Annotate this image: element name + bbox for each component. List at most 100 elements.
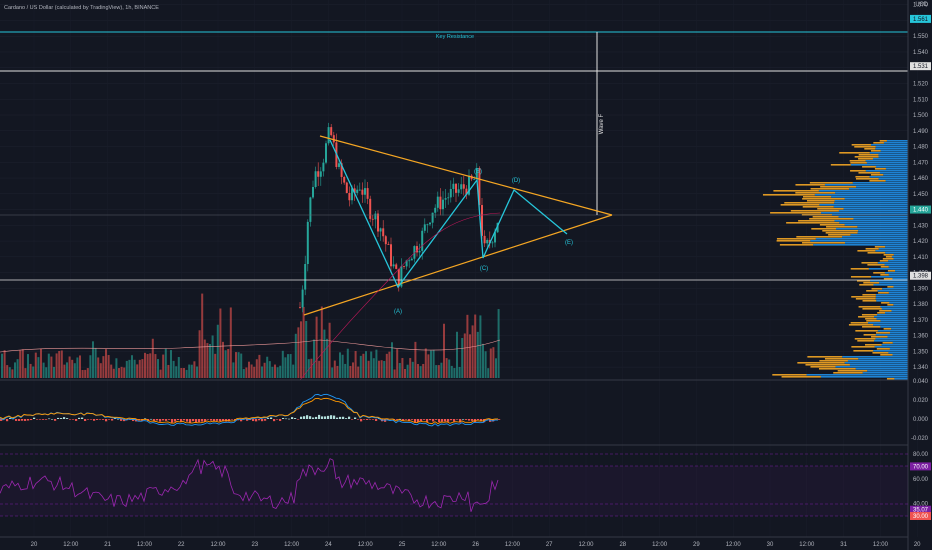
volume-bar bbox=[432, 349, 435, 378]
profile-sell-bar bbox=[848, 324, 874, 326]
price-tick: 1.380 bbox=[913, 302, 929, 308]
profile-buy-bar bbox=[885, 246, 908, 248]
triangle-lower-line[interactable] bbox=[303, 214, 613, 316]
candle-body bbox=[392, 264, 395, 267]
profile-buy-bar bbox=[894, 378, 908, 380]
macd-histogram-bar bbox=[303, 416, 306, 419]
profile-sell-bar bbox=[855, 330, 878, 332]
profile-sell-bar bbox=[865, 248, 879, 250]
volume-bar bbox=[424, 348, 427, 378]
profile-sell-bar bbox=[873, 272, 885, 274]
volume-bar bbox=[146, 353, 149, 378]
volume-bar bbox=[60, 350, 63, 378]
price-tick: 1.470 bbox=[913, 160, 929, 166]
macd-histogram-bar bbox=[195, 419, 198, 423]
volume-bar bbox=[445, 358, 448, 378]
triangle-upper-line[interactable] bbox=[319, 135, 613, 216]
profile-buy-bar bbox=[852, 182, 908, 184]
volume-bar bbox=[94, 348, 97, 378]
profile-buy-bar bbox=[824, 184, 908, 186]
price-tick: 1.360 bbox=[913, 334, 929, 340]
candle-body bbox=[379, 228, 382, 232]
volume-bar bbox=[336, 365, 339, 378]
volume-bar bbox=[123, 367, 126, 378]
macd-histogram-bar bbox=[51, 418, 54, 420]
macd-histogram-bar bbox=[66, 418, 69, 419]
profile-sell-bar bbox=[850, 268, 869, 270]
svg-text:1.398: 1.398 bbox=[913, 274, 929, 280]
profile-buy-bar bbox=[849, 364, 908, 366]
volume-bar bbox=[27, 354, 29, 378]
macd-tick: -0.020 bbox=[911, 436, 929, 442]
volume-bar bbox=[248, 361, 250, 378]
candle-body bbox=[338, 163, 340, 167]
volume-bar bbox=[37, 357, 40, 378]
volume-bar bbox=[352, 362, 354, 378]
profile-sell-bar bbox=[887, 304, 894, 306]
profile-buy-bar bbox=[867, 370, 908, 372]
profile-buy-bar bbox=[884, 312, 908, 314]
price-tick: 1.450 bbox=[913, 192, 929, 198]
profile-buy-bar bbox=[876, 318, 908, 320]
volume-bar bbox=[326, 338, 328, 378]
volume-bar bbox=[393, 369, 396, 378]
profile-buy-bar bbox=[838, 210, 908, 212]
macd-histogram-bar bbox=[228, 419, 231, 422]
profile-sell-bar bbox=[776, 238, 816, 240]
volume-bar bbox=[435, 365, 438, 378]
volume-bar bbox=[378, 360, 380, 378]
macd-histogram-bar bbox=[321, 416, 324, 419]
volume-bar bbox=[365, 351, 367, 378]
profile-sell-bar bbox=[779, 244, 814, 246]
macd-histogram-bar bbox=[6, 419, 9, 422]
profile-buy-bar bbox=[889, 332, 908, 334]
profile-buy-bar bbox=[875, 294, 908, 296]
profile-sell-bar bbox=[850, 322, 869, 324]
wave-path[interactable] bbox=[329, 139, 568, 289]
macd-histogram-bar bbox=[24, 419, 27, 421]
profile-sell-bar bbox=[858, 316, 875, 318]
macd-axis[interactable]: 0.040 0.020 0.000 -0.020 bbox=[911, 379, 929, 442]
volume-bar bbox=[24, 368, 27, 378]
profile-sell-bar bbox=[881, 302, 890, 304]
volume-bar bbox=[32, 366, 35, 378]
candle-body bbox=[478, 168, 481, 206]
volume-bar bbox=[422, 363, 425, 378]
volume-bar bbox=[339, 352, 341, 378]
volume-bar bbox=[419, 366, 422, 378]
profile-buy-bar bbox=[873, 350, 908, 352]
profile-buy-bar bbox=[892, 278, 908, 280]
profile-sell-bar bbox=[880, 266, 889, 268]
volume-bar bbox=[388, 351, 391, 378]
price-badge: 1.561 bbox=[910, 14, 931, 23]
volume-bars bbox=[0, 293, 501, 378]
macd-histogram-bar bbox=[267, 418, 270, 419]
macd-histogram-bar bbox=[192, 419, 195, 422]
volume-bar bbox=[3, 350, 6, 378]
profile-sell-bar bbox=[887, 270, 896, 272]
profile-sell-bar bbox=[862, 300, 877, 302]
volume-bar bbox=[310, 358, 313, 378]
candle-body bbox=[356, 189, 359, 193]
volume-bar bbox=[118, 368, 120, 378]
candle-body bbox=[348, 192, 351, 201]
profile-buy-bar bbox=[872, 158, 908, 160]
profile-buy-bar bbox=[869, 152, 908, 154]
profile-buy-bar bbox=[887, 336, 908, 338]
profile-buy-bar bbox=[865, 170, 908, 172]
volume-bar bbox=[318, 360, 321, 378]
time-axis[interactable]: 20 12:00 21 12:00 22 12:00 23 12:00 24 12:00 25 12:… bbox=[31, 542, 922, 548]
profile-sell-bar bbox=[865, 318, 877, 320]
candle-body bbox=[486, 239, 489, 244]
volume-bar bbox=[406, 364, 409, 378]
profile-sell-bar bbox=[797, 362, 845, 364]
profile-sell-bar bbox=[877, 312, 885, 314]
price-tick: 1.500 bbox=[913, 113, 929, 119]
price-tick: 1.370 bbox=[913, 318, 929, 324]
rsi-axis[interactable]: 80.00 60.00 40.00 bbox=[913, 452, 929, 508]
profile-buy-bar bbox=[842, 236, 908, 238]
volume-bar bbox=[175, 366, 178, 378]
profile-buy-bar bbox=[844, 198, 908, 200]
profile-buy-bar bbox=[891, 256, 908, 258]
